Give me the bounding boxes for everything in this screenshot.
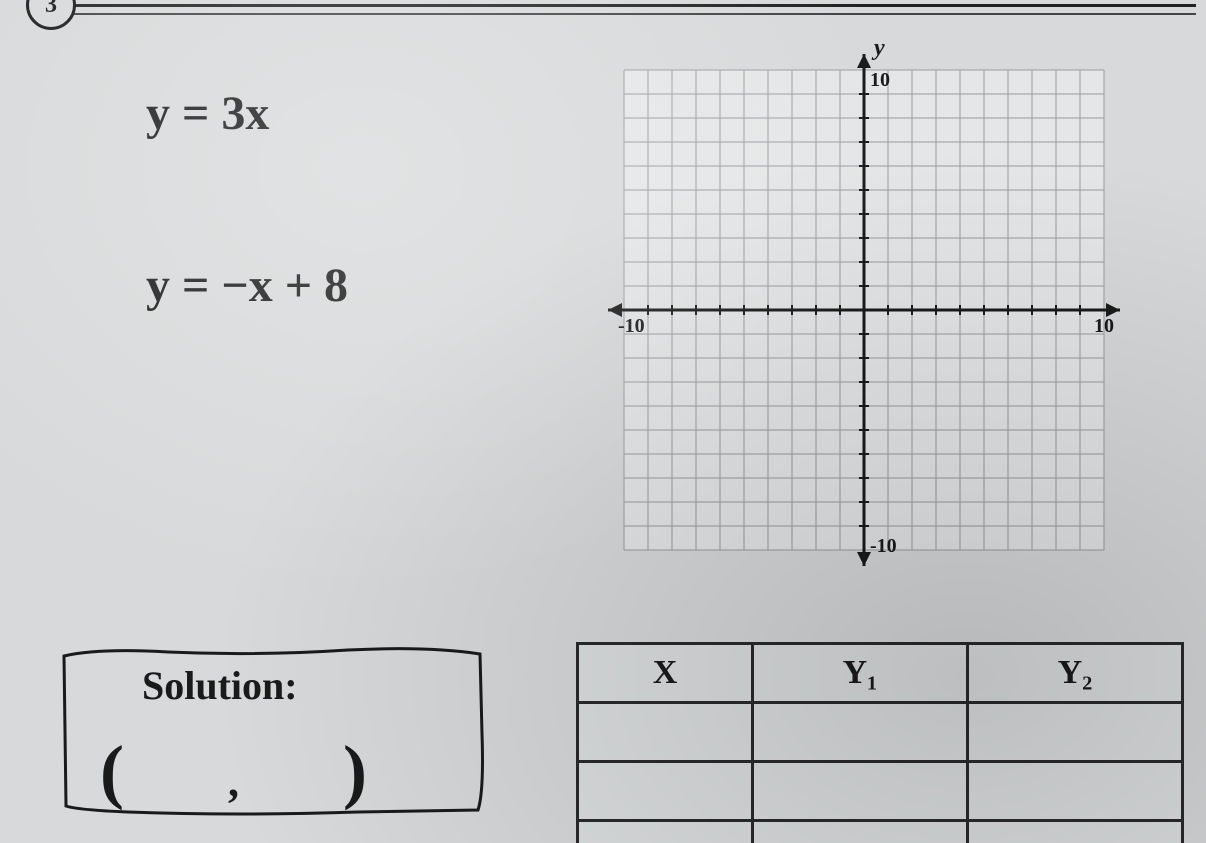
x-pos-label: 10 bbox=[1094, 315, 1114, 337]
cell bbox=[578, 821, 753, 843]
solution-label: Solution: bbox=[142, 662, 298, 709]
col-header-y2: Y₂ bbox=[968, 644, 1183, 703]
col-header-x: X bbox=[578, 644, 753, 703]
table-row bbox=[578, 821, 1183, 843]
x-neg-label: -10 bbox=[618, 315, 645, 337]
open-paren: ( bbox=[100, 730, 128, 813]
value-table: X Y₁ Y₂ bbox=[576, 642, 1184, 843]
equation-1: y = 3x bbox=[146, 86, 269, 141]
cell bbox=[968, 762, 1183, 821]
cell bbox=[968, 703, 1183, 762]
cell bbox=[578, 703, 753, 762]
y-neg-label: -10 bbox=[870, 535, 897, 557]
solution-comma: , bbox=[228, 756, 243, 807]
solution-tuple: ( , ) bbox=[100, 730, 371, 813]
page-rule bbox=[70, 4, 1196, 15]
equation-2: y = −x + 8 bbox=[146, 258, 348, 313]
cell bbox=[968, 821, 1183, 843]
solution-box: Solution: ( , ) bbox=[58, 642, 488, 818]
y-axis-label: y bbox=[871, 40, 885, 61]
cell bbox=[753, 821, 968, 843]
cell bbox=[753, 703, 968, 762]
problem-number-circle: 3 bbox=[26, 0, 76, 30]
table-row bbox=[578, 762, 1183, 821]
grid-svg: y 10 -10 -10 10 bbox=[594, 40, 1134, 580]
cell bbox=[753, 762, 968, 821]
problem-number: 3 bbox=[45, 0, 57, 19]
table-row bbox=[578, 703, 1183, 762]
cell bbox=[578, 762, 753, 821]
y-pos-label: 10 bbox=[870, 69, 890, 91]
coordinate-grid: y 10 -10 -10 10 bbox=[594, 40, 1134, 580]
col-header-y1: Y₁ bbox=[753, 644, 968, 703]
close-paren: ) bbox=[343, 730, 371, 813]
